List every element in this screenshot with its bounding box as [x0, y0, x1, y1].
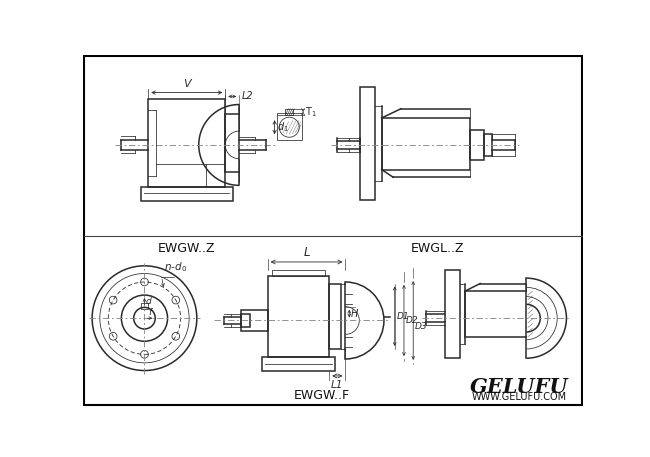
- Bar: [445, 270, 460, 358]
- Bar: [240, 310, 268, 331]
- Bar: [465, 291, 526, 337]
- Text: H: H: [351, 308, 358, 319]
- Text: D1: D1: [396, 312, 409, 321]
- Bar: [382, 118, 470, 170]
- Text: WWW.GELUFU.COM: WWW.GELUFU.COM: [472, 392, 567, 402]
- Text: GELUFU: GELUFU: [470, 377, 569, 397]
- Text: EWGW..F: EWGW..F: [294, 389, 350, 403]
- Bar: [240, 314, 250, 327]
- Text: L1: L1: [331, 380, 344, 390]
- Text: d$_1$: d$_1$: [277, 120, 289, 134]
- Bar: [140, 187, 233, 201]
- Text: D3: D3: [415, 322, 427, 331]
- Bar: [268, 276, 330, 356]
- Bar: [360, 87, 376, 200]
- Text: T$_1$: T$_1$: [305, 105, 317, 119]
- Text: EWGL..Z: EWGL..Z: [410, 242, 464, 255]
- Bar: [285, 109, 293, 115]
- Bar: [277, 113, 302, 139]
- Bar: [470, 129, 484, 160]
- Text: D2: D2: [406, 316, 418, 325]
- Text: L: L: [304, 246, 310, 259]
- Bar: [330, 283, 341, 349]
- Text: n-d$_0$: n-d$_0$: [164, 260, 187, 274]
- Text: f: f: [148, 308, 151, 317]
- Text: V: V: [183, 80, 190, 90]
- Text: L2: L2: [242, 91, 253, 101]
- Bar: [484, 134, 492, 156]
- Text: d: d: [146, 297, 151, 306]
- Bar: [226, 114, 239, 172]
- Bar: [140, 303, 148, 309]
- Bar: [272, 270, 326, 276]
- Bar: [261, 356, 335, 371]
- Text: EWGW..Z: EWGW..Z: [158, 242, 216, 255]
- Bar: [148, 99, 226, 187]
